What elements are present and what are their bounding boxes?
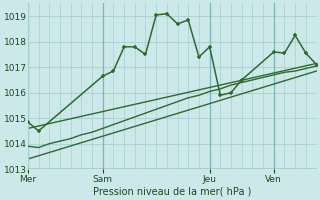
X-axis label: Pression niveau de la mer( hPa ): Pression niveau de la mer( hPa ) [93,187,252,197]
